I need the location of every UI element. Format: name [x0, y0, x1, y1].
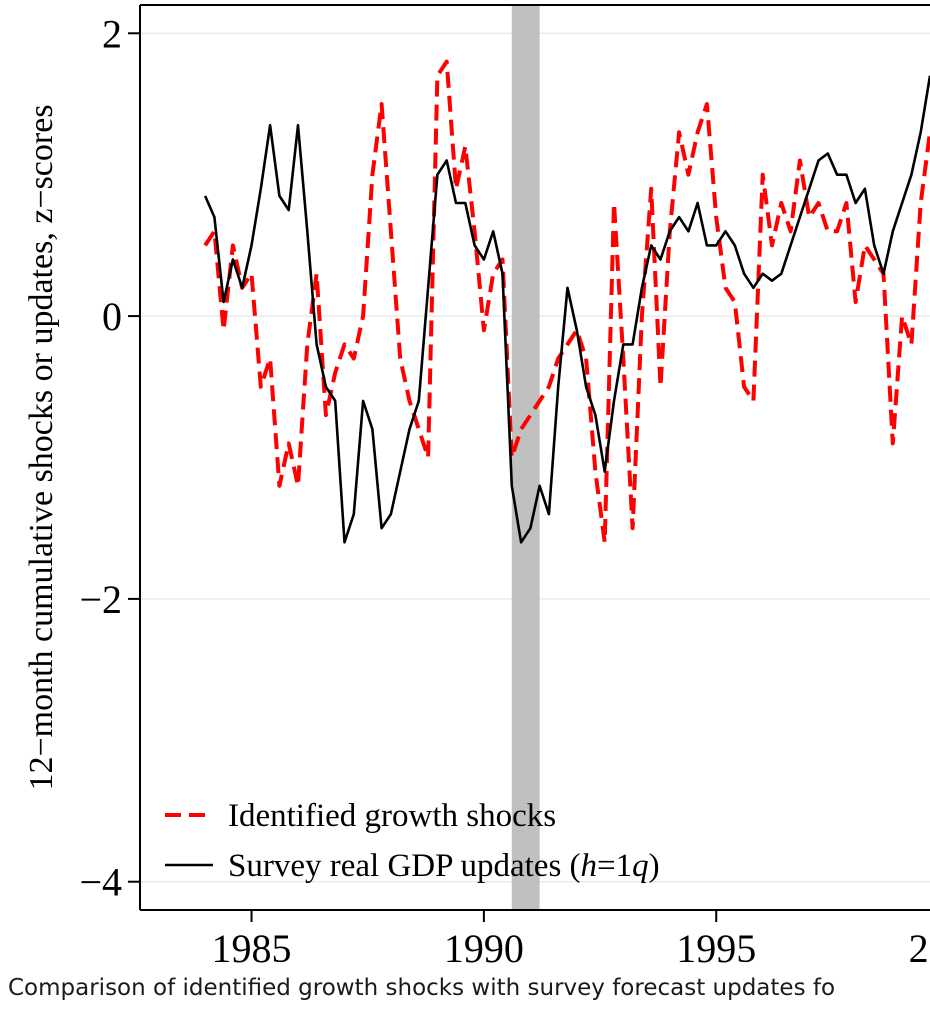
x-tick-label: 1985: [212, 926, 292, 970]
y-tick-label: 2: [102, 11, 122, 56]
legend-label-survey-suffix: ): [649, 848, 660, 884]
series-line-shocks: [203, 59, 930, 545]
axes: [139, 4, 930, 911]
legend-label-shocks: Identified growth shocks: [228, 798, 556, 834]
recession-band: [511, 5, 540, 910]
legend: Identified growth shocks Survey real GDP…: [165, 798, 660, 884]
series-lines: [203, 59, 930, 545]
x-tick-label: 1990: [444, 926, 524, 970]
legend-label-survey: Survey real GDP updates (h=1q): [228, 848, 660, 884]
y-tick-label: −4: [79, 860, 122, 905]
y-tick-label: −2: [79, 577, 122, 622]
x-axis-ticks: 1985 1990 1995 2000: [212, 910, 930, 970]
legend-label-survey-mid: =1: [597, 848, 632, 884]
series-line-survey: [203, 75, 930, 544]
legend-label-survey-q: q: [632, 848, 649, 884]
x-tick-label: 1995: [676, 926, 756, 970]
x-tick-label: 2000: [909, 926, 930, 970]
line-chart: 2 0 −2 −4 1985 1990 1995 2000 12−month cumulat…: [23, 4, 930, 970]
y-tick-label: 0: [102, 294, 122, 339]
figure-caption: Comparison of identified growth shocks w…: [8, 975, 836, 1001]
y-axis-label: 12−month cumulative shocks or updates, z…: [23, 104, 60, 790]
legend-label-survey-h: h: [581, 848, 598, 884]
legend-label-survey-prefix: Survey real GDP updates (: [228, 848, 581, 884]
y-axis-ticks: 2 0 −2 −4: [79, 11, 140, 905]
